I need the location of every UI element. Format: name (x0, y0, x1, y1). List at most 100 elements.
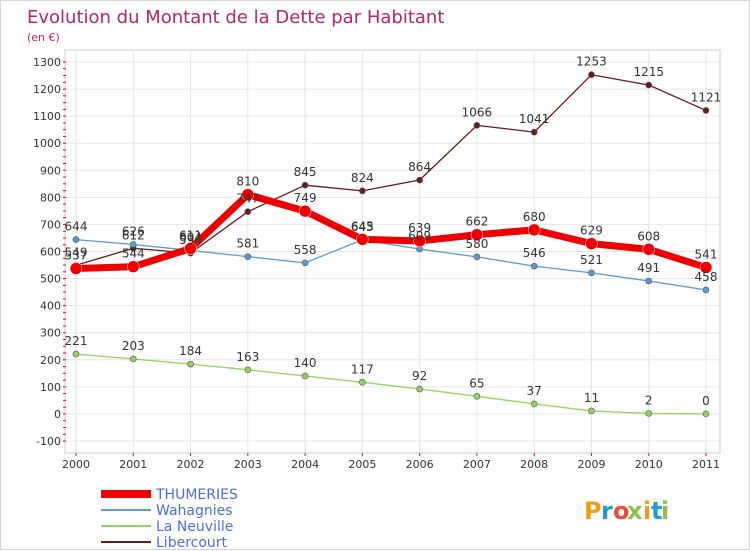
y-tick-label: 600 (40, 246, 61, 259)
legend-label: THUMERIES (155, 487, 238, 503)
data-point (473, 122, 481, 129)
brand-letter: i (661, 497, 669, 525)
data-point (129, 241, 137, 248)
series-line-thumeries (72, 191, 710, 273)
data-point (187, 360, 194, 368)
data-label: 845 (294, 165, 317, 179)
data-point (702, 107, 710, 114)
x-tick-label: 2008 (520, 458, 548, 471)
data-point (244, 208, 252, 216)
x-tick-label: 2007 (463, 458, 491, 471)
x-tick-label: 2003 (234, 458, 262, 471)
data-label: 537 (65, 249, 88, 263)
x-tick-label: 2006 (406, 458, 434, 471)
data-label: 521 (580, 253, 603, 267)
brand-letter: r (601, 497, 613, 525)
data-label: 645 (351, 219, 374, 233)
data-point (702, 410, 710, 418)
data-point (301, 259, 309, 267)
data-point (645, 410, 653, 417)
brand-letter: i (643, 497, 651, 525)
data-point (359, 378, 366, 386)
y-tick-label: 700 (40, 218, 61, 231)
data-point (129, 355, 137, 363)
data-label: 662 (465, 215, 488, 229)
data-point (72, 236, 80, 243)
axes: -100 0 100 200 300 400 500 600 700 800 900 1000 1100… (33, 56, 720, 471)
data-label: 639 (408, 221, 431, 235)
chart-subtitle: (en €) (27, 31, 60, 44)
data-label: 1041 (519, 112, 550, 126)
data-label: 594 (179, 233, 202, 247)
data-label: 749 (294, 191, 317, 205)
chart-title: Evolution du Montant de la Dette par Hab… (27, 7, 444, 28)
brand-letter: o (613, 497, 630, 525)
data-label: 2 (645, 393, 653, 407)
data-point (359, 187, 366, 195)
y-tick-label: 1200 (33, 83, 61, 96)
data-label: 140 (294, 356, 317, 370)
data-point (184, 242, 197, 255)
data-label: 680 (523, 210, 546, 224)
data-point (72, 350, 80, 358)
data-label: 581 (236, 237, 259, 251)
data-point (413, 234, 426, 248)
data-point (585, 237, 598, 250)
y-tick-label: 300 (40, 327, 61, 340)
data-point (645, 81, 653, 89)
data-point (127, 260, 140, 273)
y-tick-label: 1000 (33, 137, 61, 150)
data-label: 546 (523, 246, 546, 260)
grid (64, 49, 721, 454)
data-label: 221 (65, 334, 88, 348)
data-label: 0 (702, 394, 710, 408)
y-tick-label: 0 (54, 408, 61, 421)
data-point (416, 176, 423, 184)
data-point (301, 372, 309, 380)
y-tick-label: 900 (40, 164, 61, 177)
brand-letter: x (627, 497, 643, 525)
data-label: 541 (695, 247, 718, 261)
data-point (527, 223, 541, 237)
data-point (241, 188, 255, 201)
data-label: 544 (122, 247, 145, 261)
x-tick-label: 2004 (291, 458, 319, 471)
data-point (69, 262, 83, 275)
x-tick-label: 2009 (577, 458, 605, 471)
data-point (301, 181, 309, 189)
data-label: 608 (637, 229, 660, 243)
y-tick-label: 500 (40, 273, 61, 286)
data-label: 117 (351, 362, 374, 376)
series (69, 71, 713, 418)
data-label: 1121 (691, 90, 722, 104)
legend-label: Wahagnies (156, 503, 233, 519)
data-label: 810 (236, 175, 259, 189)
data-point (473, 393, 481, 400)
data-point (244, 253, 252, 260)
y-tick-label: 1100 (33, 110, 61, 123)
data-label: 163 (236, 350, 259, 364)
data-point (645, 277, 653, 285)
data-point (298, 204, 312, 218)
data-point (699, 261, 713, 274)
x-tick-label: 2010 (635, 458, 663, 471)
data-label: 747 (236, 192, 259, 206)
data-label: 184 (179, 344, 202, 358)
data-label: 604 (179, 230, 202, 244)
y-tick-label: 200 (40, 354, 61, 367)
data-point (642, 243, 655, 256)
y-tick-label: -100 (36, 435, 61, 448)
data-label: 558 (294, 243, 317, 257)
data-label: 65 (469, 376, 484, 390)
x-tick-label: 2000 (62, 458, 90, 471)
data-label: 11 (584, 391, 599, 405)
data-point (244, 366, 252, 374)
data-label: 864 (408, 160, 431, 174)
data-label: 824 (351, 171, 374, 185)
data-label: 612 (122, 228, 145, 242)
y-tick-label: 100 (40, 381, 61, 394)
data-label: 611 (179, 229, 202, 243)
